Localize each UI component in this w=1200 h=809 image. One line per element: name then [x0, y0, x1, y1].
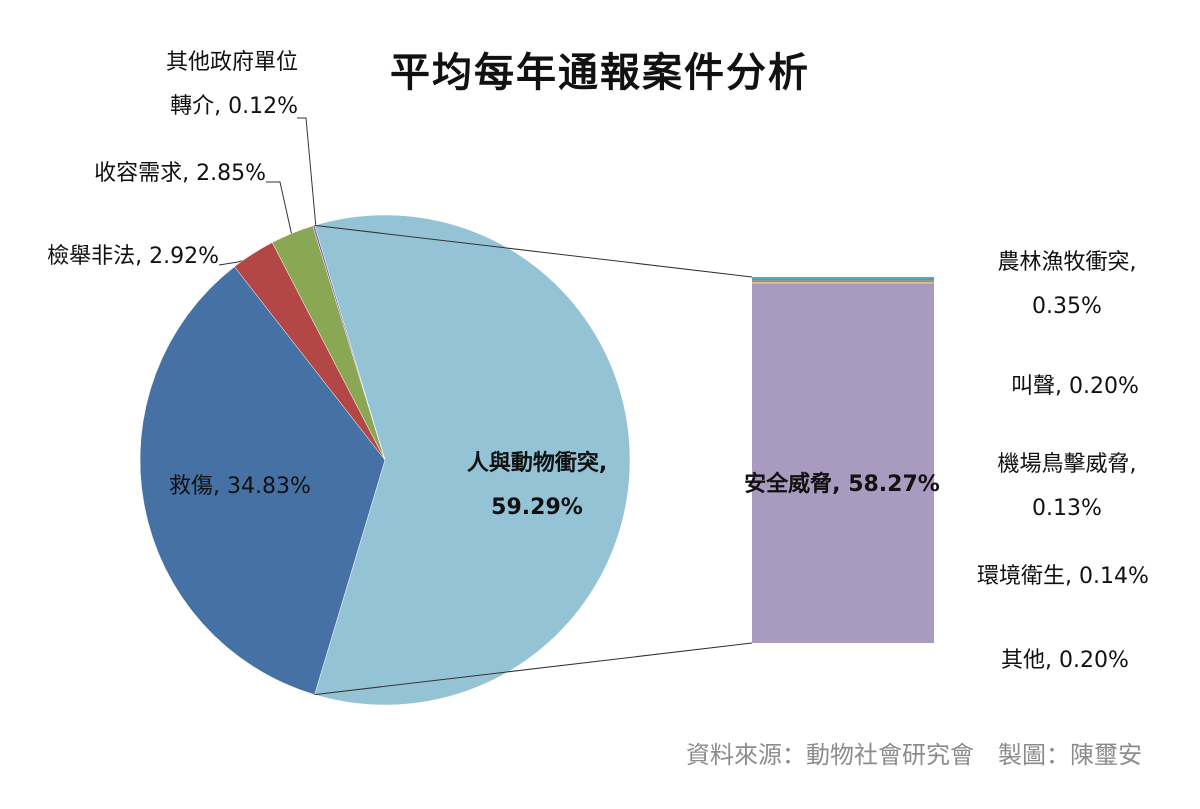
- leader-line: [266, 181, 293, 237]
- connector-line: [314, 642, 753, 696]
- data-label: 其他, 0.20%: [965, 639, 1165, 683]
- data-label: 叫聲, 0.20%: [975, 365, 1175, 409]
- bar-segment: [752, 277, 934, 280]
- leader-line: [297, 117, 317, 229]
- source-note: 資料來源：動物社會研究會 製圖：陳璽安: [686, 741, 1142, 769]
- value-label: 0.12%: [228, 94, 298, 119]
- category-label: 其他,: [1001, 648, 1053, 673]
- pie-slice: [139, 266, 386, 695]
- bar-segment: [752, 279, 934, 281]
- value-label: 0.20%: [1069, 374, 1139, 399]
- value-label: 59.29%: [491, 495, 583, 520]
- pie-slice: [314, 214, 631, 706]
- data-label: 檢舉非法, 2.92%: [0, 235, 219, 279]
- data-label: 機場鳥擊威脅, 0.13%: [977, 443, 1157, 531]
- category-label: 收容需求,: [94, 161, 190, 186]
- category-label: 農林漁牧衝突,: [997, 250, 1137, 275]
- value-label: 0.35%: [1032, 294, 1102, 319]
- category-label: 機場鳥擊威脅,: [997, 452, 1137, 477]
- category-label: 安全威脅,: [744, 472, 841, 497]
- category-label: 環境衛生,: [977, 564, 1073, 589]
- category-label: 人與動物衝突,: [466, 451, 608, 476]
- bar-segment: [752, 281, 934, 283]
- value-label: 0.14%: [1079, 564, 1149, 589]
- chart-title: 平均每年通報案件分析: [390, 50, 810, 96]
- value-label: 0.20%: [1059, 648, 1129, 673]
- value-label: 2.92%: [149, 244, 219, 269]
- value-label: 2.85%: [196, 161, 266, 186]
- bar-segment: [752, 283, 934, 643]
- data-label: 救傷, 34.83%: [130, 465, 350, 509]
- category-label: 其他政府單位轉介,: [165, 50, 298, 119]
- value-label: 58.27%: [848, 472, 940, 497]
- category-label: 救傷,: [169, 474, 221, 499]
- bar-segment: [752, 282, 934, 284]
- data-label: 環境衛生, 0.14%: [958, 555, 1168, 599]
- data-label: 人與動物衝突, 59.29%: [450, 442, 625, 530]
- value-label: 0.13%: [1032, 496, 1102, 521]
- data-label: 安全威脅, 58.27%: [717, 463, 967, 507]
- pie-slice: [312, 225, 386, 461]
- data-label: 其他政府單位轉介, 0.12%: [148, 41, 298, 129]
- connector-line: [314, 224, 753, 278]
- data-label: 農林漁牧衝突, 0.35%: [977, 241, 1157, 329]
- bar-segment: [752, 280, 934, 282]
- category-label: 檢舉非法,: [47, 244, 143, 269]
- value-label: 34.83%: [227, 474, 311, 499]
- category-label: 叫聲,: [1011, 374, 1063, 399]
- data-label: 收容需求, 2.85%: [46, 152, 266, 196]
